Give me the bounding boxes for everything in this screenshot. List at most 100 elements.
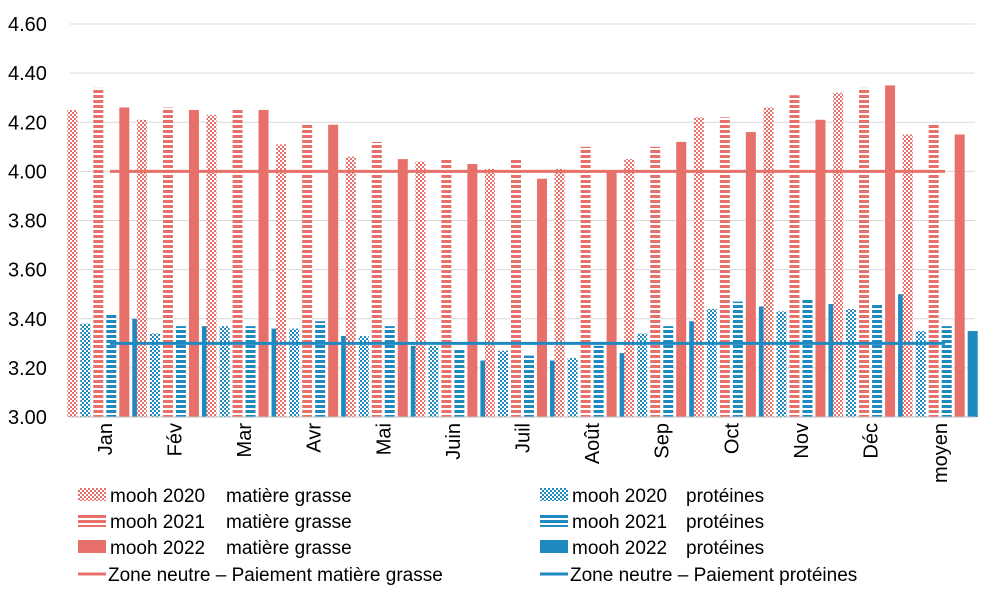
bar-mooh-2020-matière-grasse-avr xyxy=(276,144,287,417)
bar-mooh-2021-matière-grasse-août xyxy=(580,146,591,417)
legend-swatch xyxy=(540,488,568,501)
x-tick-label: Nov xyxy=(791,423,813,459)
x-tick-label: Oct xyxy=(721,423,743,455)
y-tick-label: 4.40 xyxy=(8,63,47,85)
bar-mooh-2021-protéines-moyen xyxy=(941,326,952,417)
bar-mooh-2022-matière-grasse-juin xyxy=(467,164,478,417)
legend-label: protéines xyxy=(686,512,764,533)
bar-mooh-2020-matière-grasse-fév xyxy=(136,119,147,417)
bar-mooh-2021-matière-grasse-mar xyxy=(232,109,243,417)
legend-label: mooh 2022 xyxy=(110,538,205,559)
bar-mooh-2022-matière-grasse-fév xyxy=(188,109,199,417)
bar-mooh-2022-matière-grasse-mai xyxy=(397,159,408,417)
bar-mooh-2021-matière-grasse-déc xyxy=(859,87,870,418)
legend: mooh 2020 matière grasse mooh 2021 matière … xyxy=(78,486,857,586)
bar-mooh-2021-protéines-jan xyxy=(106,313,117,417)
y-tick-label: 3.80 xyxy=(8,211,47,233)
bar-mooh-2020-matière-grasse-sep xyxy=(624,159,635,417)
bar-mooh-2020-matière-grasse-jan xyxy=(67,109,78,417)
bar-mooh-2020-matière-grasse-nov xyxy=(763,107,774,417)
bar-mooh-2020-matière-grasse-mar xyxy=(206,114,217,417)
x-tick-label: Août xyxy=(582,423,604,465)
bar-mooh-2021-protéines-avr xyxy=(315,321,326,417)
bar-mooh-2021-matière-grasse-mai xyxy=(371,141,382,417)
legend-label: matière grasse xyxy=(226,512,352,533)
x-tick-label: Juin xyxy=(443,423,465,460)
x-tick-label: Sep xyxy=(652,423,674,459)
y-tick-label: 4.20 xyxy=(8,112,47,134)
y-tick-label: 3.60 xyxy=(8,260,47,282)
y-tick-label: 3.20 xyxy=(8,358,47,380)
legend-label: mooh 2020 xyxy=(572,486,667,507)
axes: 3.00 3.20 3.40 3.60 3.80 4.00 4.20 4.40 4.60 Jan F… xyxy=(8,14,975,483)
legend-swatch xyxy=(78,540,106,553)
bar-mooh-2021-protéines-août xyxy=(593,345,604,417)
bar-mooh-2020-matière-grasse-moyen xyxy=(902,134,913,417)
x-tick-label: Avr xyxy=(304,423,326,453)
legend-swatch xyxy=(540,514,568,527)
bar-mooh-2020-protéines-moyen xyxy=(915,331,926,417)
reference-lines xyxy=(110,169,945,345)
bar-mooh-2020-protéines-mar xyxy=(219,326,230,417)
legend-swatch xyxy=(78,488,106,501)
bar-mooh-2020-matière-grasse-mai xyxy=(345,156,356,417)
bar-mooh-2020-protéines-nov xyxy=(776,311,787,417)
bar-mooh-2022-matière-grasse-mar xyxy=(258,109,269,417)
legend-swatch xyxy=(78,514,106,527)
bar-mooh-2021-matière-grasse-juil xyxy=(511,159,521,417)
bar-mooh-2021-protéines-fév xyxy=(175,326,186,417)
y-tick-label: 4.60 xyxy=(8,14,47,36)
bar-mooh-2021-matière-grasse-moyen xyxy=(928,124,939,418)
y-tick-label: 3.00 xyxy=(8,407,47,429)
legend-label: protéines xyxy=(686,486,764,507)
bar-mooh-2022-matière-grasse-déc xyxy=(885,85,896,417)
bar-mooh-2020-matière-grasse-déc xyxy=(833,92,844,418)
bar-mooh-2022-protéines-moyen xyxy=(967,331,978,417)
legend-label: protéines xyxy=(686,538,764,559)
bar-mooh-2022-matière-grasse-août xyxy=(606,171,617,417)
legend-label: Zone neutre – Paiement protéines xyxy=(570,565,857,586)
legend-label: mooh 2022 xyxy=(572,538,667,559)
bar-mooh-2020-protéines-juin xyxy=(428,345,439,417)
legend-label: matière grasse xyxy=(226,538,352,559)
legend-swatch xyxy=(540,540,568,553)
bar-mooh-2022-matière-grasse-avr xyxy=(328,124,339,418)
bar-mooh-2022-matière-grasse-jan xyxy=(119,107,130,417)
bar-mooh-2021-protéines-mai xyxy=(384,326,395,417)
bar-mooh-2020-matière-grasse-oct xyxy=(693,117,704,418)
bar-mooh-2021-protéines-oct xyxy=(732,301,743,417)
bar-mooh-2022-matière-grasse-oct xyxy=(745,132,756,417)
legend-label: Zone neutre – Paiement matière grasse xyxy=(108,565,443,586)
x-tick-label: Déc xyxy=(861,423,883,459)
bar-mooh-2021-matière-grasse-nov xyxy=(789,95,800,417)
bar-mooh-2021-matière-grasse-jan xyxy=(93,87,104,418)
bar-mooh-2021-protéines-déc xyxy=(872,304,883,417)
x-tick-label: Mai xyxy=(373,423,395,455)
y-tick-label: 3.40 xyxy=(8,309,47,331)
bar-mooh-2020-matière-grasse-août xyxy=(554,168,565,417)
bar-mooh-2021-matière-grasse-juin xyxy=(441,159,452,417)
bar-mooh-2021-protéines-juin xyxy=(454,348,465,417)
x-tick-label: Fév xyxy=(164,423,186,456)
bar-mooh-2020-protéines-avr xyxy=(289,328,300,417)
bar-mooh-2021-protéines-sep xyxy=(663,326,674,417)
bar-mooh-2020-matière-grasse-juin xyxy=(415,161,426,417)
bar-mooh-2020-protéines-oct xyxy=(706,308,717,417)
bar-mooh-2021-matière-grasse-sep xyxy=(650,146,661,417)
bar-mooh-2021-matière-grasse-fév xyxy=(162,107,173,417)
bar-mooh-2021-matière-grasse-avr xyxy=(302,124,313,418)
bar-mooh-2020-protéines-fév xyxy=(149,333,160,417)
x-tick-label: Jan xyxy=(95,423,117,455)
bar-mooh-2022-matière-grasse-juil xyxy=(537,178,547,417)
legend-label: mooh 2021 xyxy=(110,512,205,533)
bar-mooh-2020-protéines-juil xyxy=(498,350,508,417)
legend-label: matière grasse xyxy=(226,486,352,507)
bar-mooh-2022-matière-grasse-moyen xyxy=(954,134,965,417)
y-tick-label: 4.00 xyxy=(8,161,47,183)
bar-mooh-2020-protéines-août xyxy=(567,358,578,417)
bar-mooh-2020-matière-grasse-juil xyxy=(485,168,495,417)
bar-mooh-2020-protéines-mai xyxy=(358,335,369,417)
bar-mooh-2020-protéines-jan xyxy=(80,323,91,417)
bar-mooh-2020-protéines-sep xyxy=(637,333,648,417)
